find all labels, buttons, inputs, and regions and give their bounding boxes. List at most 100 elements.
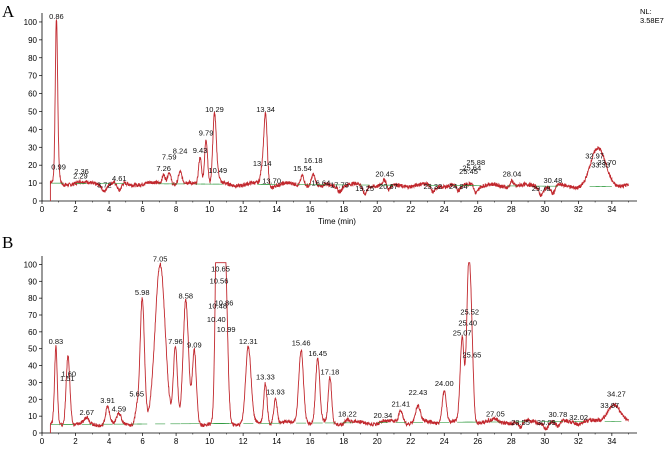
peak-label: 9.43 bbox=[193, 146, 208, 155]
peak-label: 21.41 bbox=[391, 399, 410, 408]
x-tick-label: 8 bbox=[174, 437, 179, 446]
x-tick-label: 16 bbox=[306, 205, 315, 214]
peak-label: 13.33 bbox=[256, 372, 275, 381]
peak-label: 33.70 bbox=[597, 158, 616, 167]
peak-label: 24.00 bbox=[435, 379, 454, 388]
y-tick-label: 100 bbox=[24, 18, 38, 27]
peak-label: 29.78 bbox=[532, 184, 551, 193]
peak-label: 17.18 bbox=[321, 367, 340, 376]
peak-label: 23.32 bbox=[423, 182, 442, 191]
x-tick-label: 4 bbox=[107, 205, 112, 214]
chromatogram-trace bbox=[49, 18, 629, 201]
x-tick-label: 0 bbox=[40, 205, 45, 214]
y-tick-label: 0 bbox=[33, 197, 38, 206]
y-tick-label: 70 bbox=[28, 311, 37, 320]
peak-label: 30.78 bbox=[548, 410, 567, 419]
peak-label: 8.58 bbox=[179, 292, 194, 301]
peak-label: 10.99 bbox=[217, 325, 236, 334]
peak-label: 2.29 bbox=[73, 171, 88, 180]
x-tick-label: 22 bbox=[406, 437, 415, 446]
y-tick-label: 20 bbox=[28, 395, 37, 404]
peak-label: 16.45 bbox=[308, 349, 327, 358]
y-tick-label: 30 bbox=[28, 143, 37, 152]
peak-label: 9.79 bbox=[199, 128, 214, 137]
x-tick-label: 2 bbox=[73, 205, 78, 214]
y-tick-label: 90 bbox=[28, 36, 37, 45]
peak-label: 10.56 bbox=[210, 276, 229, 285]
x-tick-label: 32 bbox=[574, 437, 583, 446]
x-tick-label: 28 bbox=[507, 437, 516, 446]
x-tick-label: 26 bbox=[473, 437, 482, 446]
peak-label: 2.36 bbox=[74, 167, 89, 176]
peak-label: 25.52 bbox=[460, 308, 479, 317]
peak-label: 25.64 bbox=[462, 163, 481, 172]
x-tick-label: 6 bbox=[140, 205, 145, 214]
peak-label: 1.60 bbox=[62, 369, 77, 378]
x-tick-label: 24 bbox=[440, 205, 449, 214]
x-tick-label: 10 bbox=[205, 205, 214, 214]
x-tick-label: 22 bbox=[406, 205, 415, 214]
peak-label: 25.65 bbox=[463, 351, 482, 360]
peak-label: 30.09 bbox=[537, 418, 556, 427]
x-tick-label: 30 bbox=[540, 437, 549, 446]
peak-label: 13.34 bbox=[256, 105, 275, 114]
y-tick-label: 40 bbox=[28, 362, 37, 371]
peak-label: 30.48 bbox=[543, 176, 562, 185]
peak-label: 25.07 bbox=[453, 329, 472, 338]
peak-label: 13.14 bbox=[253, 159, 272, 168]
panel-a-letter: A bbox=[2, 2, 15, 21]
peak-label: 13.93 bbox=[266, 388, 285, 397]
y-tick-label: 60 bbox=[28, 90, 37, 99]
peak-label: 27.05 bbox=[486, 410, 505, 419]
y-tick-label: 40 bbox=[28, 125, 37, 134]
peak-label: 13.70 bbox=[262, 177, 281, 186]
x-tick-label: 18 bbox=[339, 437, 348, 446]
peak-label: 15.46 bbox=[292, 339, 311, 348]
y-tick-label: 100 bbox=[24, 260, 38, 269]
peak-label: 7.59 bbox=[162, 153, 177, 162]
x-tick-label: 12 bbox=[239, 437, 248, 446]
peak-label: 25.45 bbox=[459, 167, 478, 176]
peak-label: 34.27 bbox=[607, 390, 626, 399]
peak-label: 25.88 bbox=[466, 158, 485, 167]
x-tick-label: 4 bbox=[107, 437, 112, 446]
peak-label: 20.67 bbox=[379, 182, 398, 191]
nl-value: 3.58E7 bbox=[640, 16, 664, 25]
peak-label: 32.97 bbox=[585, 152, 604, 161]
x-tick-label: 2 bbox=[73, 437, 78, 446]
peak-label: 25.40 bbox=[458, 318, 477, 327]
peak-label: 22.43 bbox=[409, 388, 428, 397]
x-tick-label: 20 bbox=[373, 205, 382, 214]
x-tick-label: 6 bbox=[140, 437, 145, 446]
peak-label: 10.86 bbox=[215, 299, 234, 308]
peak-label: 3.72 bbox=[97, 180, 112, 189]
peak-label: 1.51 bbox=[60, 374, 75, 383]
y-tick-label: 70 bbox=[28, 72, 37, 81]
x-tick-label: 14 bbox=[272, 205, 281, 214]
peak-label: 12.31 bbox=[239, 337, 258, 346]
peak-label: 0.99 bbox=[51, 162, 66, 171]
x-tick-label: 8 bbox=[174, 205, 179, 214]
y-tick-label: 10 bbox=[28, 412, 37, 421]
chromatogram-trace bbox=[49, 262, 629, 433]
peak-label: 20.45 bbox=[375, 170, 394, 179]
x-tick-label: 26 bbox=[473, 205, 482, 214]
y-tick-label: 60 bbox=[28, 328, 37, 337]
peak-label: 7.96 bbox=[168, 337, 183, 346]
peak-label: 0.86 bbox=[49, 12, 64, 21]
x-tick-label: 0 bbox=[40, 437, 45, 446]
peak-label: 7.26 bbox=[156, 164, 171, 173]
x-tick-label: 12 bbox=[239, 205, 248, 214]
x-tick-label: 24 bbox=[440, 437, 449, 446]
peak-label: 32.02 bbox=[569, 413, 588, 422]
y-tick-label: 20 bbox=[28, 161, 37, 170]
peak-label: 5.98 bbox=[135, 288, 150, 297]
peak-label: 15.54 bbox=[293, 164, 312, 173]
peak-label: 3.91 bbox=[100, 396, 115, 405]
y-tick-label: 10 bbox=[28, 179, 37, 188]
peak-label: 9.09 bbox=[187, 340, 202, 349]
peak-label: 33.87 bbox=[600, 401, 619, 410]
